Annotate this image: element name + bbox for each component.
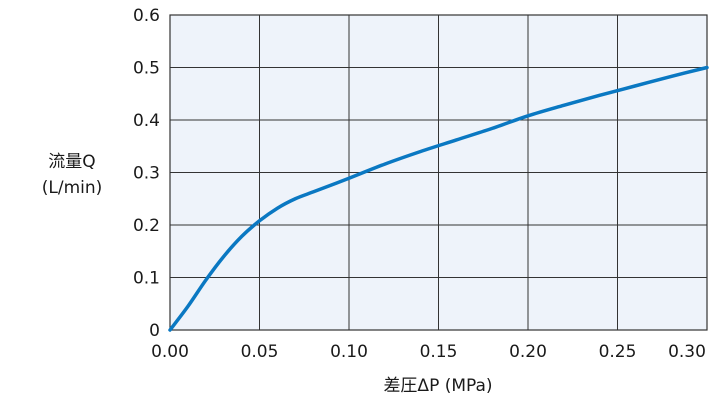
x-axis-title: 差圧ΔP (MPa) xyxy=(383,376,492,396)
y-tick-label: 0.6 xyxy=(133,6,160,26)
y-axis-title-line2: (L/min) xyxy=(42,178,103,198)
x-tick-label: 0.25 xyxy=(599,342,637,362)
y-tick-label: 0 xyxy=(149,321,160,341)
y-tick-label: 0.5 xyxy=(133,59,160,79)
y-axis-ticks: 0 0.1 0.2 0.3 0.4 0.5 0.6 xyxy=(133,6,160,341)
x-tick-label: 0.00 xyxy=(151,342,189,362)
y-tick-label: 0.4 xyxy=(133,111,160,131)
x-tick-label: 0.30 xyxy=(668,342,706,362)
x-tick-label: 0.10 xyxy=(330,342,368,362)
x-tick-label: 0.15 xyxy=(420,342,458,362)
grid-lines xyxy=(169,14,708,331)
y-axis-title-line1: 流量Q xyxy=(48,152,95,172)
x-axis-ticks: 0.00 0.05 0.10 0.15 0.20 0.25 0.30 xyxy=(151,342,706,362)
x-tick-label: 0.20 xyxy=(509,342,547,362)
y-tick-label: 0.2 xyxy=(133,216,160,236)
y-tick-label: 0.1 xyxy=(133,269,160,289)
x-tick-label: 0.05 xyxy=(241,342,279,362)
flow-curve xyxy=(168,65,709,332)
y-tick-label: 0.3 xyxy=(133,164,160,184)
